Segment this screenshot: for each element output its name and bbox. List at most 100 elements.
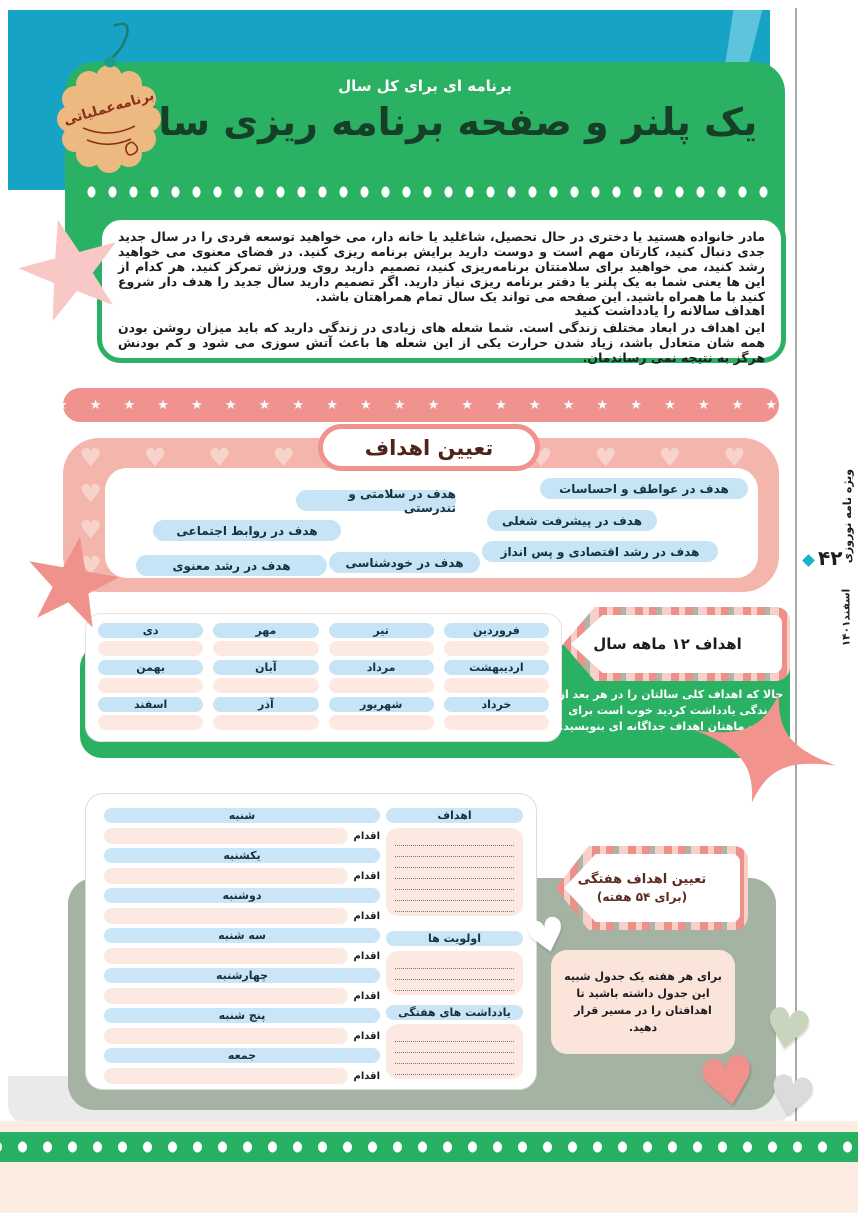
month-empty-field — [98, 641, 204, 656]
month-pill: اسفند — [98, 697, 204, 712]
month-cell: دی — [98, 623, 204, 656]
day-pill-friday: جمعه — [104, 1048, 380, 1063]
day-pill-thursday: پنج شنبه — [104, 1008, 380, 1023]
weekly-days-column: شنبه اقدام یکشنبه اقدام دوشنبه اقدام سه … — [104, 808, 380, 1088]
month-pill: دی — [98, 623, 204, 638]
page-title: یک پلنر و صفحه برنامه ریزی سالانه — [92, 100, 758, 144]
goals-header-pill: اهداف — [386, 808, 523, 823]
month-pill: بهمن — [98, 660, 204, 675]
month-empty-field — [213, 678, 319, 693]
badge-knot — [104, 56, 116, 68]
month-cell: خرداد — [443, 697, 549, 730]
intro-paragraph-2: این اهداف در ابعاد مختلف زندگی است. شما … — [118, 320, 765, 365]
weekly-notes-header-pill: یادداشت های هفتگی — [386, 1005, 523, 1020]
weekly-goals-tag: تعیین اهداف هفتگی (برای ۵۴ هفته) — [556, 846, 748, 930]
goal-pill-social: هدف در روابط اجتماعی — [153, 520, 341, 541]
action-empty-field — [104, 908, 348, 924]
month-cell: تیر — [328, 623, 434, 656]
weekly-note: برای هر هفته یک جدول شبیه این جدول داشته… — [551, 950, 735, 1054]
diamond-marker — [802, 554, 815, 567]
month-cell: آبان — [213, 660, 319, 693]
kicker-text: برنامه ای برای کل سال — [338, 77, 512, 95]
action-empty-field — [104, 1068, 348, 1084]
weekly-table: شنبه اقدام یکشنبه اقدام دوشنبه اقدام سه … — [85, 793, 537, 1090]
action-row: اقدام — [104, 948, 380, 964]
month-cell: مرداد — [328, 660, 434, 693]
day-pill-saturday: شنبه — [104, 808, 380, 823]
goal-setting-title: تعیین اهداف — [318, 424, 540, 471]
margin-rule-line — [795, 8, 797, 1121]
green-heart-icon: ♥ — [757, 994, 817, 1065]
tag-label: تعیین اهداف هفتگی (برای ۵۴ هفته) — [564, 854, 740, 922]
priorities-header-pill: اولویت ها — [386, 931, 523, 946]
pink-heart-icon: ♥ — [692, 1039, 765, 1126]
badge-swirl — [82, 125, 139, 156]
action-empty-field — [104, 1028, 348, 1044]
month-cell: آذر — [213, 697, 319, 730]
sparkle-decoration — [682, 676, 850, 820]
priorities-write-box — [386, 951, 523, 995]
month-empty-field — [443, 678, 549, 693]
month-cell: شهریور — [328, 697, 434, 730]
intro-subheading: اهداف سالانه را یادداشت کنید — [574, 304, 765, 319]
action-label: اقدام — [353, 830, 380, 842]
intro-paragraph-1: مادر خانواده هستید یا دختری در حال تحصیل… — [118, 229, 765, 304]
goal-pill-spiritual: هدف در رشد معنوی — [136, 555, 327, 576]
gray-heart-icon: ♥ — [762, 1061, 821, 1132]
month-empty-field — [328, 678, 434, 693]
month-empty-field — [443, 715, 549, 730]
month-empty-field — [213, 715, 319, 730]
action-row: اقدام — [104, 868, 380, 884]
issue-date-vertical: اسفند۱۴۰۱ — [840, 588, 853, 647]
day-pill-sunday: یکشنبه — [104, 848, 380, 863]
goals-write-box — [386, 828, 523, 916]
months-table: فروردین تیر مهر دی اردیبهشت مرداد آبان ب… — [85, 613, 562, 742]
action-label: اقدام — [353, 1030, 380, 1042]
page-number: ۴۲ — [818, 546, 843, 570]
month-cell: اسفند — [98, 697, 204, 730]
action-row: اقدام — [104, 988, 380, 1004]
month-pill: فروردین — [443, 623, 549, 638]
badge-string — [111, 22, 129, 59]
action-empty-field — [104, 868, 348, 884]
bottom-dotted-ribbon — [0, 1132, 858, 1162]
month-pill: آبان — [213, 660, 319, 675]
action-label: اقدام — [353, 1070, 380, 1082]
day-pill-monday: دوشنبه — [104, 888, 380, 903]
action-row: اقدام — [104, 1068, 380, 1084]
intro-box: مادر خانواده هستید یا دختری در حال تحصیل… — [97, 215, 786, 365]
month-pill: خرداد — [443, 697, 549, 712]
monthly-goals-tag: اهداف ۱۲ ماهه سال — [563, 607, 790, 681]
month-cell: بهمن — [98, 660, 204, 693]
action-empty-field — [104, 988, 348, 1004]
month-pill: شهریور — [328, 697, 434, 712]
action-label: اقدام — [353, 870, 380, 882]
month-empty-field — [213, 641, 319, 656]
action-empty-field — [104, 948, 348, 964]
weekly-tag-subtitle: (برای ۵۴ هفته) — [596, 890, 688, 904]
action-row: اقدام — [104, 1028, 380, 1044]
day-pill-tuesday: سه شنبه — [104, 928, 380, 943]
action-label: اقدام — [353, 990, 380, 1002]
salmon-star-decoration — [16, 526, 127, 637]
pink-star-decoration — [6, 204, 136, 334]
month-cell: فروردین — [443, 623, 549, 656]
monthly-note: حالا که اهداف کلی سالتان را در هر بعد از… — [558, 688, 784, 733]
action-label: اقدام — [353, 910, 380, 922]
goal-pill-economy: هدف در رشد اقتصادی و پس انداز — [482, 541, 718, 562]
weekly-side-column: اهداف اولویت ها یادداشت های هفتگی — [386, 808, 523, 1079]
month-empty-field — [98, 678, 204, 693]
month-pill: مهر — [213, 623, 319, 638]
month-empty-field — [443, 641, 549, 656]
operational-plan-badge: برنامه‌عملیاتی — [48, 16, 170, 196]
tag-label: اهداف ۱۲ ماهه سال — [571, 615, 782, 673]
action-row: اقدام — [104, 908, 380, 924]
month-empty-field — [98, 715, 204, 730]
goal-pill-career: هدف در پیشرفت شغلی — [487, 510, 657, 531]
month-cell: مهر — [213, 623, 319, 656]
month-cell: اردیبهشت — [443, 660, 549, 693]
goal-pill-emotions: هدف در عواطف و احساسات — [540, 478, 748, 499]
issue-name-vertical: ویژه نامه نوروزی — [841, 468, 854, 564]
weekly-notes-write-box — [386, 1024, 523, 1079]
